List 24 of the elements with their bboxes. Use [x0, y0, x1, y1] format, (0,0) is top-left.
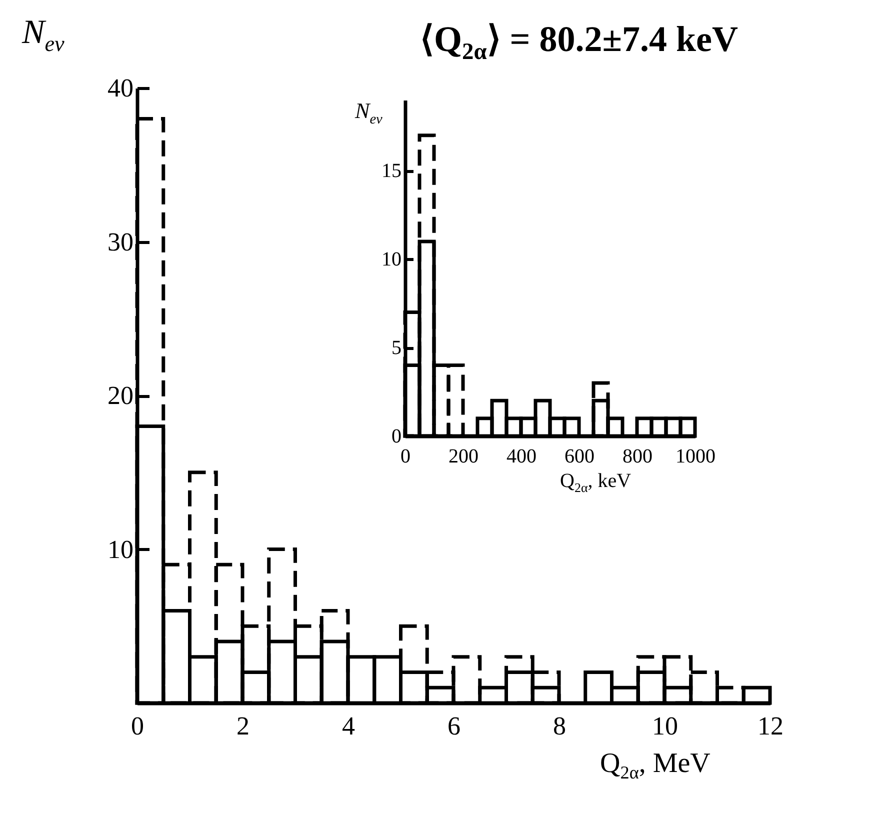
chart-title: ⟨Q$_{2α}$⟩ = 80.2±7.4 keV: [420, 18, 738, 66]
x-tick-label: 8: [553, 712, 566, 740]
y-tick-label: 30: [108, 227, 134, 256]
x-tick-label: 10: [652, 712, 678, 740]
x-tick-label: 12: [758, 712, 784, 740]
y-tick-label: 5: [392, 337, 402, 360]
y-axis-title: N$_{ev}$: [355, 98, 382, 128]
x-tick-label: 200: [448, 446, 478, 468]
x-tick-label: 1000: [676, 446, 716, 468]
y-axis-title: N$_{ev}$: [22, 14, 64, 57]
y-tick-label: 15: [382, 160, 402, 182]
x-axis-title: Q$_{2α}$, MeV: [600, 748, 710, 784]
x-tick-label: 4: [342, 712, 355, 740]
x-tick-label: 800: [622, 446, 652, 468]
y-tick-label: 40: [108, 74, 134, 102]
x-tick-label: 600: [564, 446, 594, 468]
y-tick-label: 10: [382, 248, 402, 271]
x-axis-title: Q$_{2α}$, keV: [560, 470, 632, 496]
x-tick-label: 2: [236, 712, 250, 740]
y-tick-label: 10: [108, 534, 134, 564]
y-tick-label: 20: [108, 381, 134, 410]
x-tick-label: 400: [506, 446, 536, 468]
y-tick-label: 0: [392, 426, 402, 448]
x-tick-label: 6: [448, 712, 460, 740]
